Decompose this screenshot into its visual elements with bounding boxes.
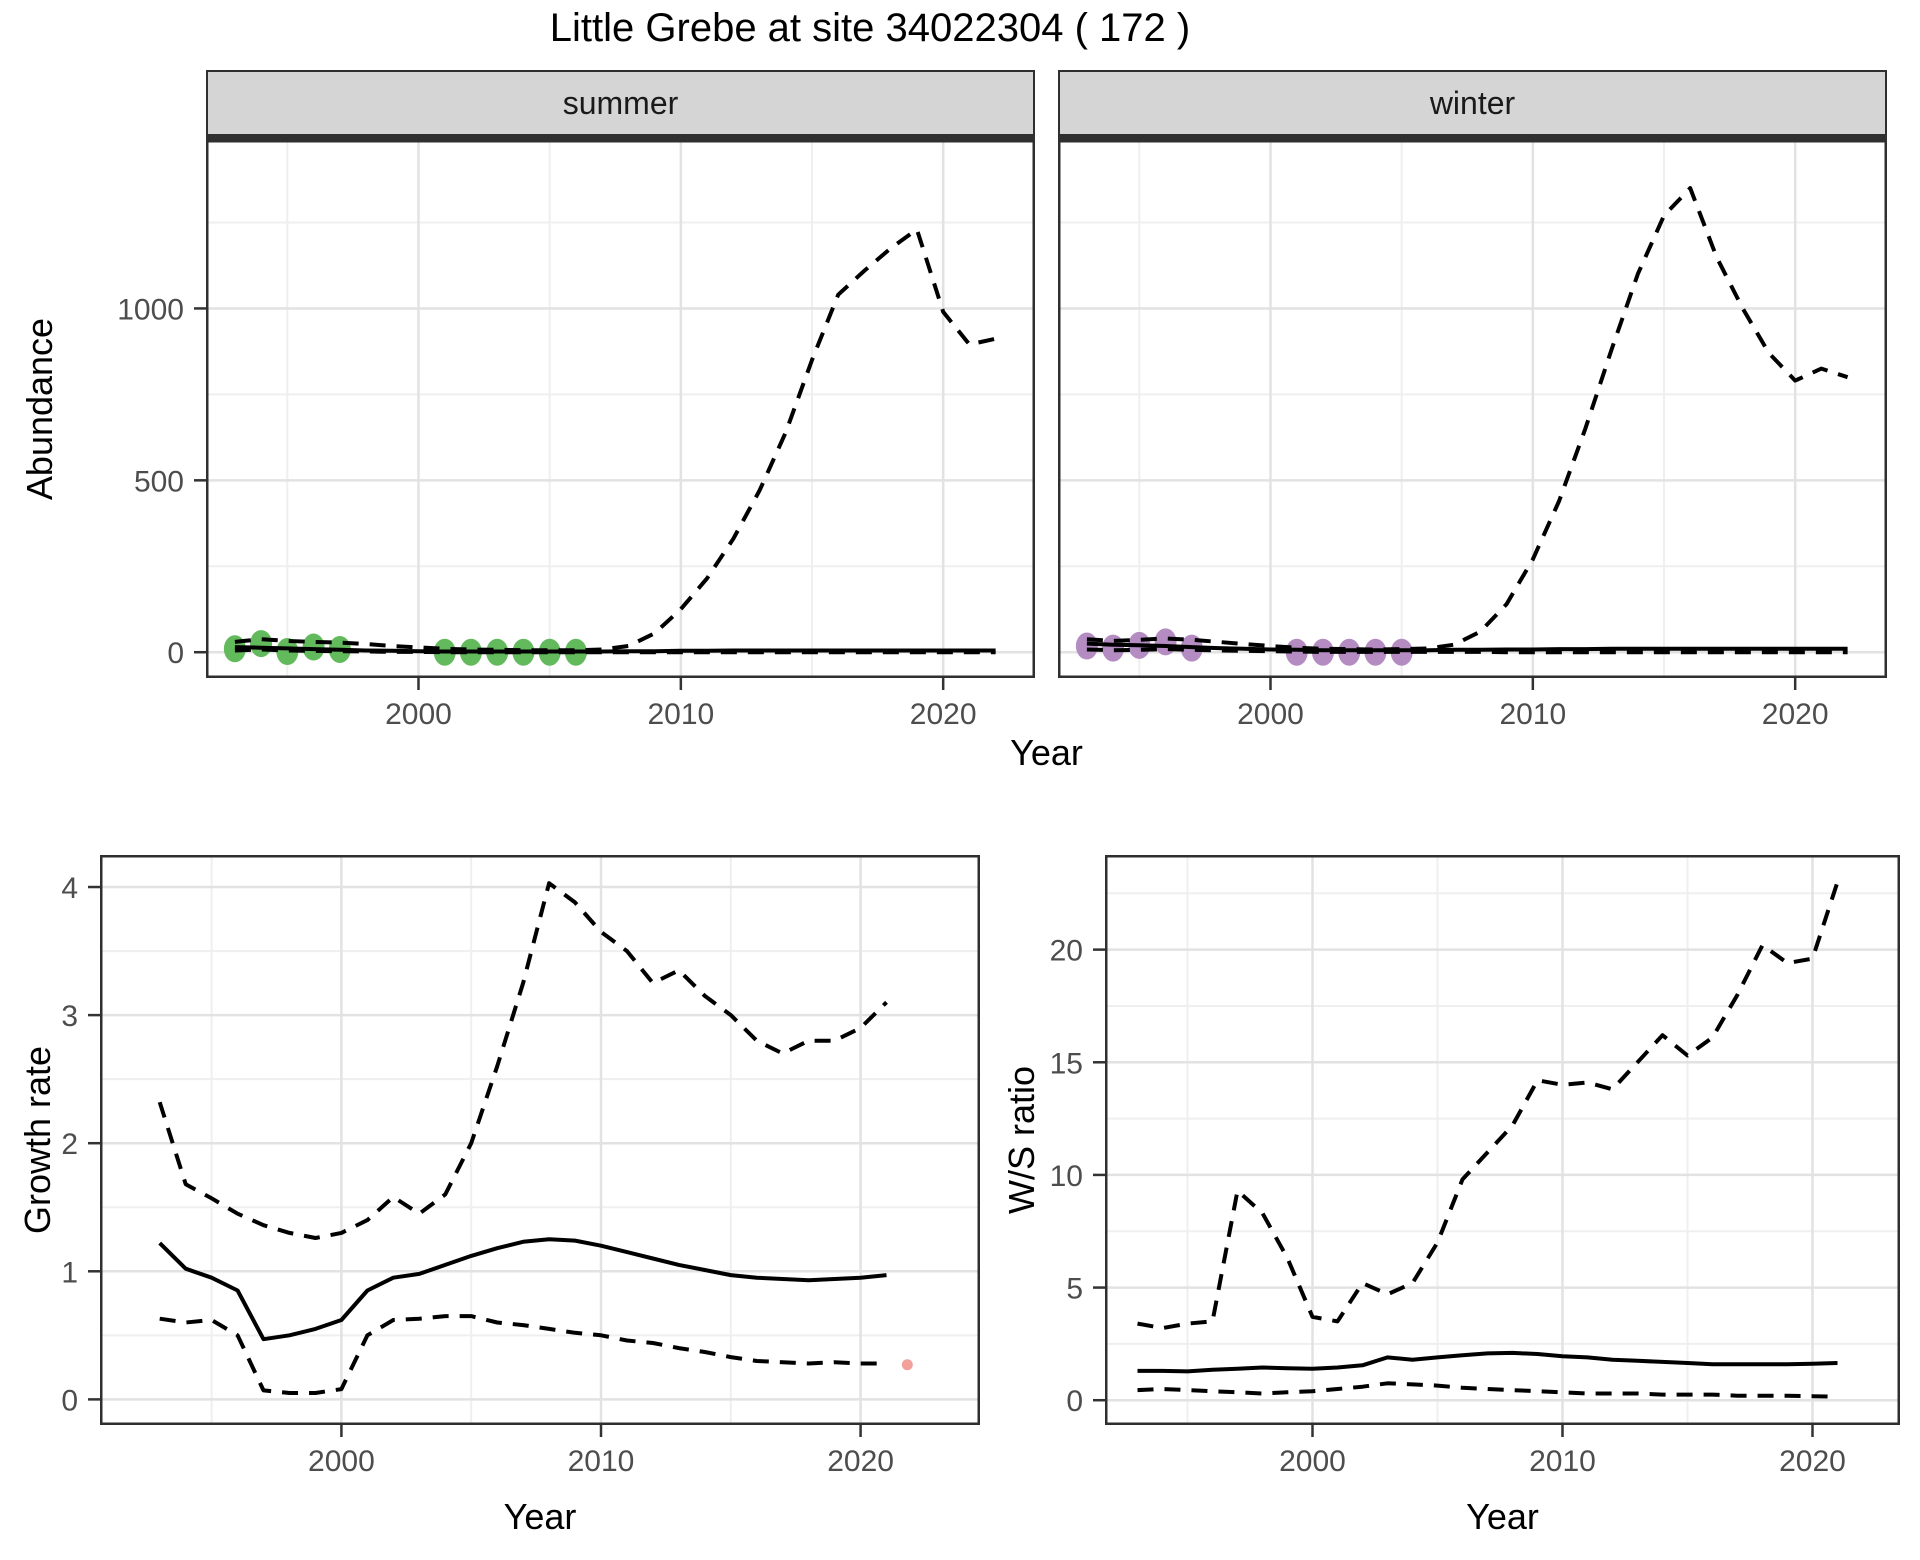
y-tick-label: 1 [61, 1256, 78, 1289]
lower-ci-line [159, 1314, 887, 1395]
y-tick-label: 1000 [117, 293, 184, 326]
y-tick-label: 0 [167, 637, 184, 670]
upper-ci-line [1137, 881, 1840, 1331]
fit-line [234, 645, 996, 654]
lower-ci-line [1137, 1381, 1838, 1399]
observed-winter-point [1364, 638, 1387, 666]
observed-winter-point [1154, 628, 1177, 656]
y-tick-label: 20 [1050, 935, 1083, 968]
observed-summer-point [250, 630, 273, 658]
x-axis-title-year-top: Year [1010, 732, 1083, 773]
growth-rate-plot: 2000 2010 2020 0 1 2 3 4 [61, 855, 980, 1478]
artifact-point [901, 1359, 913, 1371]
chart-title: Little Grebe at site 34022304 ( 172 ) [549, 6, 1191, 50]
panel-border [206, 140, 1035, 678]
abundance-summer-plot: 2000 2010 2020 0 500 1000 [117, 140, 1035, 731]
x-tick-label: 2020 [1762, 698, 1829, 731]
observed-summer-point [276, 638, 299, 666]
lower-ci-line [1086, 647, 1848, 655]
y-tick-label: 4 [61, 872, 78, 905]
y-tick-label: 0 [1066, 1385, 1083, 1418]
x-tick-label: 2020 [827, 1445, 894, 1478]
observed-winter-point [1311, 638, 1334, 666]
fit-line [1086, 641, 1848, 653]
x-tick-label: 2010 [647, 698, 714, 731]
y-tick-label: 15 [1050, 1047, 1083, 1080]
facet-strip-summer-label: summer [562, 84, 679, 121]
facet-strip-winter-label: winter [1429, 84, 1516, 121]
y-tick-label: 3 [61, 1000, 78, 1033]
x-tick-label: 2000 [385, 698, 452, 731]
ws-ratio-plot: 2000 2010 2020 0 5 10 15 20 [1050, 855, 1900, 1478]
upper-ci-line [157, 881, 888, 1240]
x-tick-label: 2000 [1279, 1445, 1346, 1478]
x-tick-label: 2020 [910, 698, 977, 731]
panel-border [100, 855, 980, 1425]
observed-winter-point [1075, 632, 1098, 660]
y-tick-label: 10 [1050, 1160, 1083, 1193]
panel-border [1105, 855, 1900, 1425]
y-tick-label: 2 [61, 1128, 78, 1161]
x-tick-label: 2010 [1529, 1445, 1596, 1478]
y-axis-title-ws-ratio: W/S ratio [1001, 1065, 1042, 1215]
y-tick-label: 500 [134, 465, 184, 498]
x-tick-label: 2000 [1237, 698, 1304, 731]
facet-strip-summer: summer [206, 70, 1035, 140]
y-axis-title-growth-rate: Growth rate [17, 1045, 58, 1235]
upper-ci-line [234, 227, 997, 653]
fit-line [158, 1237, 887, 1342]
fit-line [1137, 1350, 1838, 1374]
x-axis-title-year-growth: Year [503, 1496, 577, 1537]
x-tick-label: 2000 [308, 1445, 375, 1478]
y-tick-label: 0 [61, 1384, 78, 1417]
facet-strip-winter: winter [1058, 70, 1887, 140]
x-tick-label: 2010 [1499, 698, 1566, 731]
x-tick-label: 2020 [1779, 1445, 1846, 1478]
y-axis-title-abundance: Abundance [19, 317, 60, 501]
y-tick-label: 5 [1066, 1273, 1083, 1306]
observed-winter-point [1338, 638, 1361, 666]
panel-border [1058, 140, 1887, 678]
upper-ci-line [1086, 186, 1849, 652]
observed-winter-point [1390, 638, 1413, 666]
x-tick-label: 2010 [568, 1445, 635, 1478]
abundance-winter-plot: 2000 2010 2020 [1058, 140, 1887, 731]
x-axis-title-year-ws: Year [1466, 1496, 1539, 1537]
